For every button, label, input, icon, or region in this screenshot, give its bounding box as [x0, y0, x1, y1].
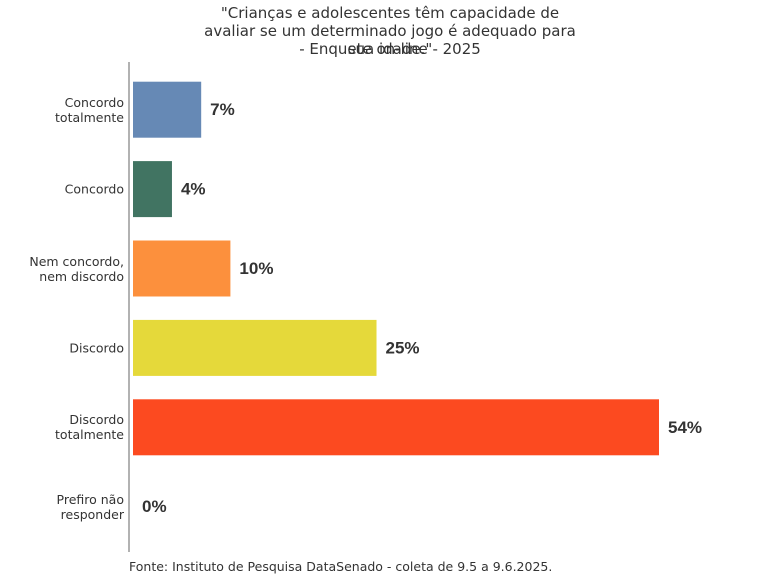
- bar: [133, 319, 377, 376]
- bar: [133, 399, 659, 456]
- source-note: Fonte: Instituto de Pesquisa DataSenado …: [129, 559, 553, 574]
- data-label: 10%: [239, 259, 273, 278]
- category-label: Concordo: [64, 181, 124, 197]
- data-label: 4%: [181, 180, 206, 199]
- data-label: 54%: [668, 418, 702, 437]
- chart-subtitle: - Enquete on-line - 2025: [299, 40, 481, 58]
- bar: [133, 240, 231, 297]
- bar: [133, 81, 202, 138]
- bar: [133, 161, 172, 218]
- category-label: Discordo: [69, 340, 124, 356]
- data-label: 7%: [210, 100, 235, 119]
- category-label: Concordo totalmente: [55, 94, 124, 125]
- category-label: Prefiro não responder: [56, 491, 124, 522]
- category-label: Nem concordo, nem discordo: [29, 253, 124, 284]
- category-label: Discordo totalmente: [55, 412, 124, 443]
- chart-title: "Crianças e adolescentes têm capacidade …: [204, 4, 576, 58]
- data-label: 25%: [386, 338, 420, 357]
- data-label: 0%: [142, 497, 167, 516]
